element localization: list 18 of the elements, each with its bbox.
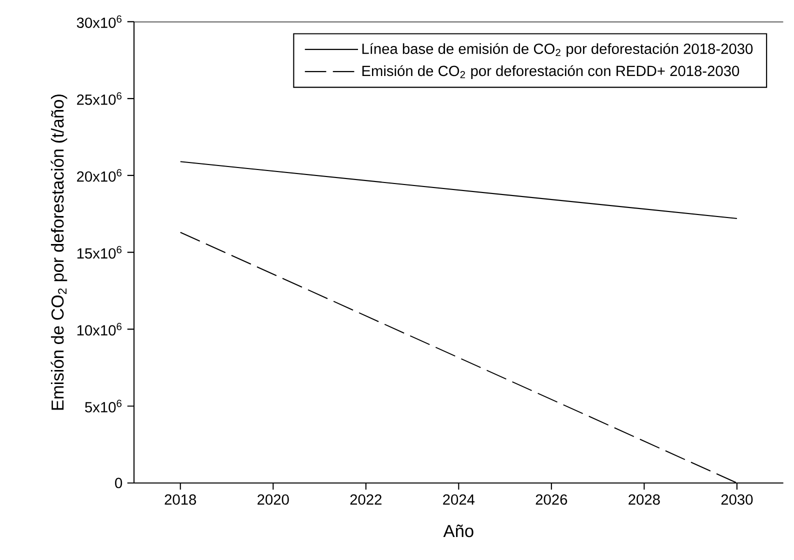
y-tick-label: 0 [115, 478, 122, 488]
y-axis-title: Emisión de CO$_{2}$ por deforestación (t/año) [50, 94, 68, 410]
x-tick-label: 2018 [164, 494, 196, 505]
x-tick-label: 2028 [628, 494, 660, 505]
y-tick-label: 15x10$^{6}$ [77, 246, 122, 259]
x-tick-label: 2030 [721, 494, 753, 505]
y-tick-label: 25x10$^{6}$ [77, 92, 122, 105]
x-tick-label: 2020 [258, 494, 289, 505]
x-axis-title: Año [443, 524, 474, 538]
legend-label: Emisión de CO$_{2}$ por deforestación con REDD+ 2018-2030 [362, 65, 740, 80]
x-tick-label: 2024 [443, 494, 475, 505]
x-tick-label: 2026 [536, 494, 568, 505]
y-tick-label: 30x10$^{6}$ [76, 15, 122, 28]
y-tick-label: 10x10$^{6}$ [77, 322, 122, 336]
y-tick-label: 20x10$^{6}$ [77, 169, 122, 182]
x-tick-label: 2022 [350, 494, 382, 505]
legend-label: Línea base de emisión de CO$_{2}$ por deforestación 2018-2030 [362, 43, 753, 57]
y-tick-label: 5x10$^{6}$ [85, 400, 122, 412]
